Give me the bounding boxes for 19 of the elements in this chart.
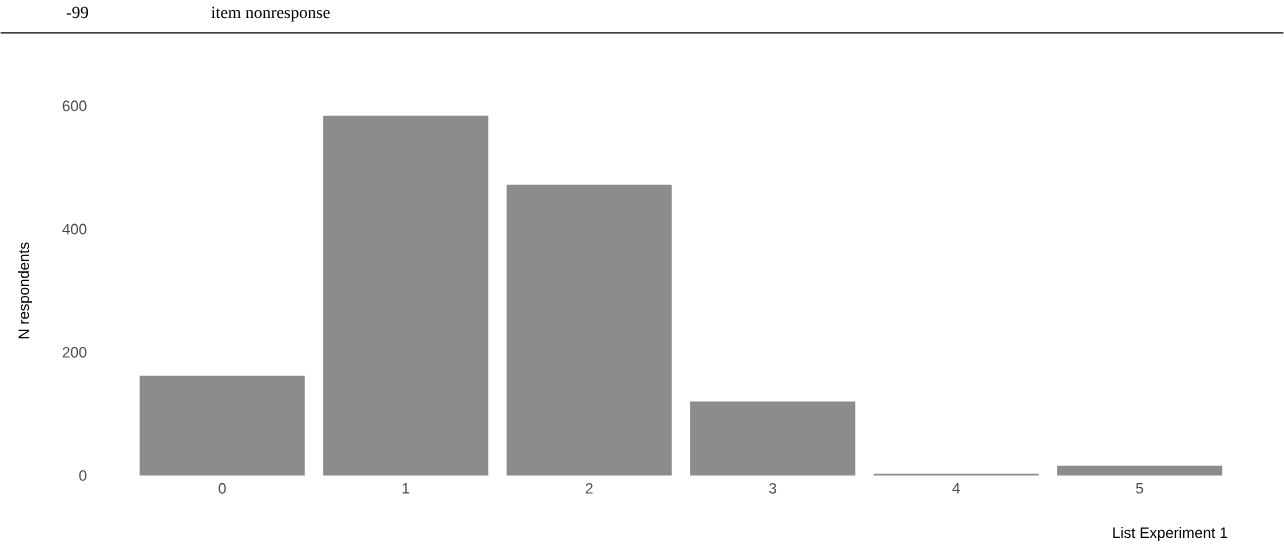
- text: item nonresponse: [211, 6, 330, 22]
- bar: [139, 375, 305, 476]
- bar: [690, 401, 856, 476]
- x-axis-title: List Experiment 1: [1113, 526, 1228, 541]
- x-tick-label: 2: [585, 482, 593, 494]
- y-tick-label: 200: [62, 346, 87, 358]
- x-tick-label: 3: [769, 482, 777, 494]
- x-tick-label: 0: [218, 482, 226, 494]
- x-tick-label: 5: [1136, 482, 1144, 494]
- y-axis-title: N respondents: [18, 242, 33, 338]
- y-tick-label: 400: [62, 223, 87, 235]
- text: -99: [66, 6, 89, 18]
- x-tick-label: 4: [952, 482, 960, 494]
- bar: [506, 184, 672, 476]
- y-tick-label: 600: [62, 100, 87, 111]
- bar: [323, 115, 489, 476]
- x-tick-label: 1: [402, 482, 410, 494]
- y-tick-label: 0: [79, 470, 87, 481]
- bar: [1057, 465, 1223, 476]
